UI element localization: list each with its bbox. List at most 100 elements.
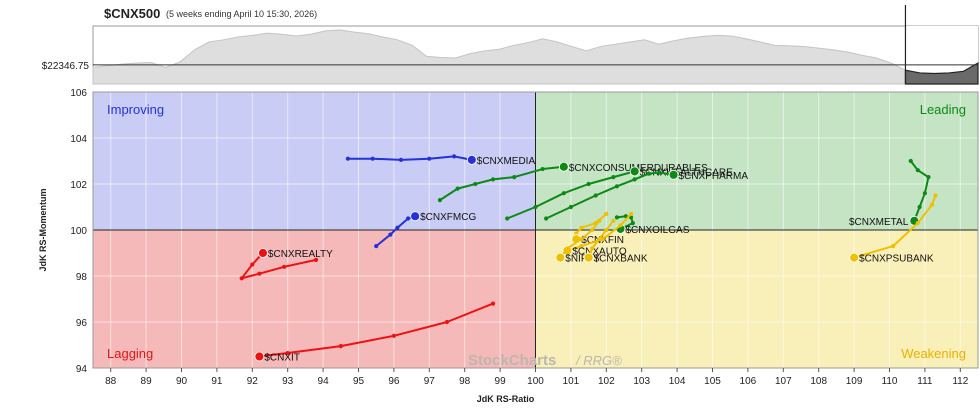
chart-symbol-title: $CNX500 xyxy=(104,6,161,21)
series-point-cnxauto xyxy=(628,211,634,216)
series-cnxpsubank: $CNXPSUBANK xyxy=(849,193,938,265)
series-cnxrealty: $CNXREALTY xyxy=(239,248,333,281)
series-cnxmedia: $CNXMEDIA xyxy=(345,154,535,167)
series-label-cnxbank: $CNXBANK xyxy=(594,254,648,265)
series-point-cnxhealthcare xyxy=(611,175,616,180)
quadrant-label-improving: Improving xyxy=(107,102,164,117)
x-tick-label: 100 xyxy=(527,376,544,387)
watermark-tool: / RRG® xyxy=(575,353,622,368)
series-point-nifty xyxy=(565,246,570,251)
series-point-cnxconsumerdurables xyxy=(455,186,460,191)
series-point-cnxmetal xyxy=(922,191,928,196)
series-point-cnxfmcg xyxy=(374,244,379,249)
series-head-cnxmedia xyxy=(466,154,477,165)
x-tick-label: 92 xyxy=(247,376,259,387)
series-head-cnxfmcg xyxy=(410,211,421,222)
price-reference-label: $22346.75 xyxy=(42,61,90,72)
x-tick-label: 106 xyxy=(740,376,757,387)
x-tick-label: 90 xyxy=(176,376,188,387)
quadrant-label-weakening: Weakening xyxy=(901,346,966,361)
x-tick-label: 91 xyxy=(211,376,223,387)
series-head-cnxpharma xyxy=(668,169,679,180)
series-point-cnxrealty xyxy=(250,262,255,267)
series-point-cnxmedia xyxy=(398,157,404,162)
series-point-nifty xyxy=(590,227,595,233)
series-point-cnxit xyxy=(285,350,290,356)
x-tick-label: 95 xyxy=(353,376,365,387)
series-point-cnxmedia xyxy=(451,154,457,159)
series-cnxmetal: $CNXMETAL xyxy=(849,158,931,228)
chart-subtitle: (5 weeks ending April 10 15:30, 2026) xyxy=(166,9,318,19)
x-tick-label: 94 xyxy=(318,376,330,387)
series-point-cnxbank xyxy=(590,246,595,251)
series-cnxauto: $CNXAUTO xyxy=(562,211,634,258)
series-point-cnxmedia xyxy=(427,156,432,161)
x-tick-label: 88 xyxy=(105,376,117,387)
x-tick-label: 104 xyxy=(669,376,686,387)
series-point-cnxrealty xyxy=(313,257,319,262)
series-head-cnxhealthcare xyxy=(629,166,640,177)
x-tick-label: 110 xyxy=(882,376,898,387)
y-tick-label: 98 xyxy=(76,272,88,283)
quadrant-weakening xyxy=(535,230,978,368)
series-point-cnxrealty xyxy=(282,264,287,269)
x-tick-label: 89 xyxy=(141,376,153,387)
series-label-cnxit: $CNXIT xyxy=(264,353,300,364)
x-tick-label: 107 xyxy=(775,376,792,387)
series-label-cnxpharma: $CNXPHARMA xyxy=(679,171,749,182)
quadrant-label-lagging: Lagging xyxy=(107,346,153,361)
series-label-cnxauto: $CNXAUTO xyxy=(572,247,626,258)
series-tail-cnxmedia xyxy=(347,155,472,161)
x-tick-label: 102 xyxy=(598,376,615,387)
series-label-cnxconsumerdurables: $CNXCONSUMERDURABLES xyxy=(569,163,708,174)
series-point-cnxbank xyxy=(611,218,616,223)
quadrant-leading xyxy=(535,92,978,230)
series-cnxbank: $CNXBANK xyxy=(583,218,648,265)
series-point-cnxpharma xyxy=(657,170,662,175)
y-tick-label: 106 xyxy=(70,88,87,99)
x-tick-label: 96 xyxy=(388,376,400,387)
y-tick-label: 100 xyxy=(70,226,87,237)
y-tick-label: 102 xyxy=(70,180,87,191)
quadrant-label-leading: Leading xyxy=(920,102,966,117)
price-tail-area xyxy=(904,61,979,85)
series-point-cnxconsumerdurables xyxy=(437,198,443,203)
series-point-cnxpsubank xyxy=(915,221,920,226)
series-point-cnxfmcg xyxy=(405,216,411,221)
series-point-cnxpsubank xyxy=(890,244,896,249)
x-tick-label: 103 xyxy=(633,376,650,387)
series-head-cnxrealty xyxy=(258,248,268,258)
series-point-cnxfin xyxy=(579,225,584,230)
series-label-cnxhealthcare: $CNXHEALTHCARE xyxy=(640,167,733,178)
series-point-cnxhealthcare xyxy=(533,204,538,210)
series-point-cnxit xyxy=(490,301,496,306)
series-point-cnxhealthcare xyxy=(561,191,566,196)
series-cnxconsumerdurables: $CNXCONSUMERDURABLES xyxy=(437,161,708,203)
x-tick-label: 112 xyxy=(952,376,968,387)
x-tick-label: 93 xyxy=(282,376,294,387)
series-point-cnxconsumerdurables xyxy=(512,175,517,180)
series-cnxit: $CNXIT xyxy=(254,301,496,364)
series-label-cnxoilgas: $CNXOILGAS xyxy=(625,225,689,236)
series-point-cnxpsubank xyxy=(933,193,938,198)
series-point-cnxbank xyxy=(604,227,609,233)
series-point-cnxfmcg xyxy=(388,232,393,237)
series-point-cnxbank xyxy=(597,237,602,242)
y-tick-label: 104 xyxy=(70,134,87,145)
series-point-cnxmedia xyxy=(345,156,350,161)
x-tick-label: 108 xyxy=(810,376,827,387)
series-point-cnxauto xyxy=(618,223,623,228)
series-point-cnxrealty xyxy=(239,276,244,281)
x-tick-label: 105 xyxy=(704,376,721,387)
series-point-nifty xyxy=(597,218,602,223)
x-tick-label: 99 xyxy=(495,376,507,387)
series-point-cnxmedia xyxy=(370,156,375,161)
series-point-cnxmetal xyxy=(908,158,913,164)
series-point-cnxit xyxy=(338,344,343,349)
series-point-cnxfmcg xyxy=(395,225,400,230)
series-head-cnxpsubank xyxy=(849,252,859,263)
series-label-cnxrealty: $CNXREALTY xyxy=(268,249,333,260)
series-label-cnxfmcg: $CNXFMCG xyxy=(420,212,476,223)
